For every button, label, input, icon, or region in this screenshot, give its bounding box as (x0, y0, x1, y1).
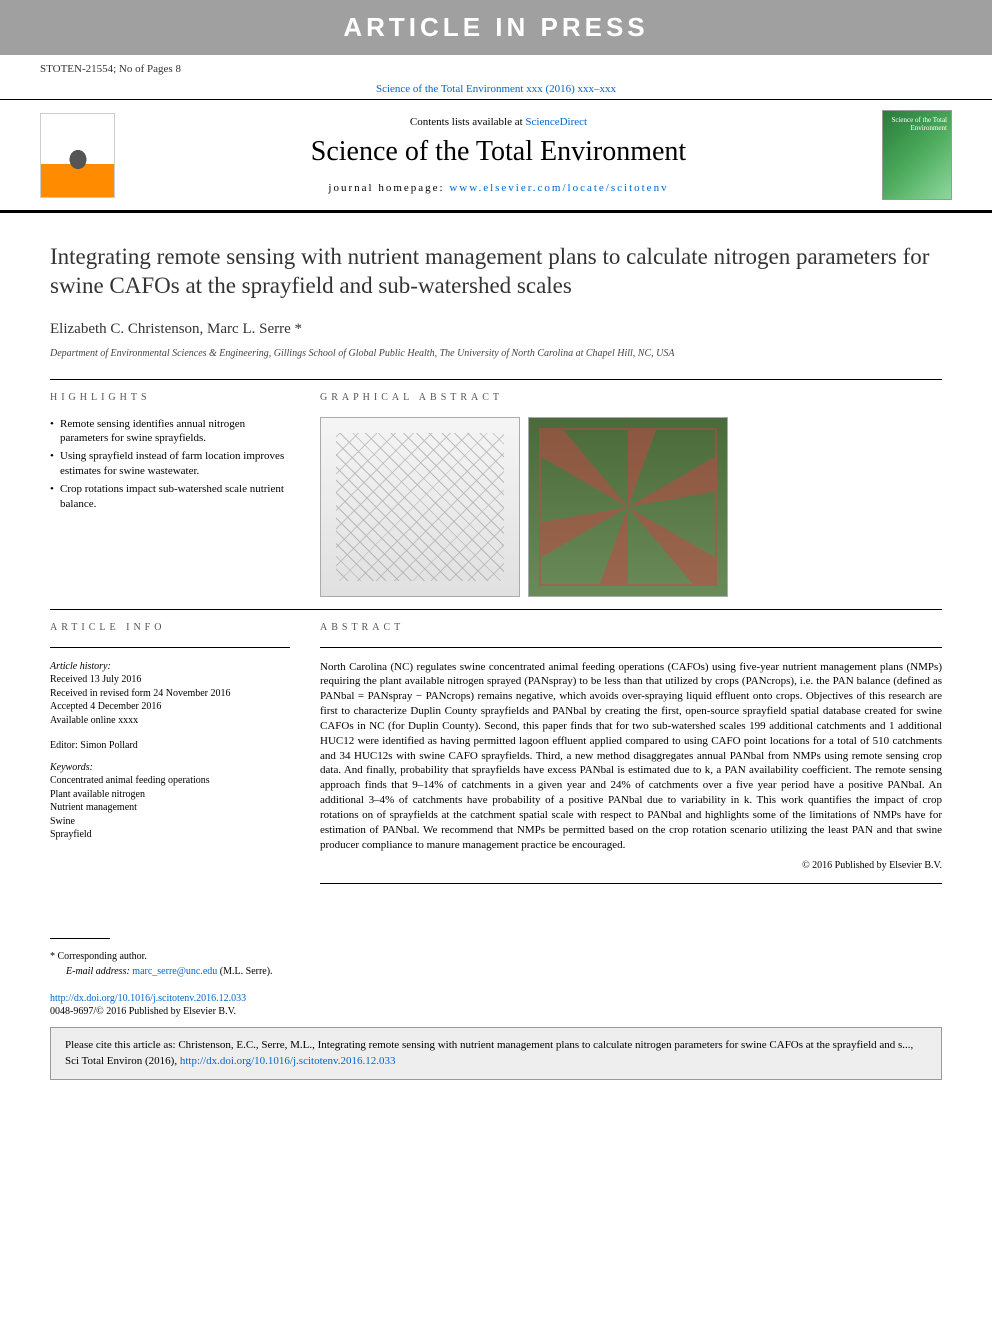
authors: Elizabeth C. Christenson, Marc L. Serre … (50, 321, 942, 338)
highlights-label: HIGHLIGHTS (50, 392, 290, 403)
citation-box: Please cite this article as: Christenson… (50, 1027, 942, 1080)
abstract-label: ABSTRACT (320, 622, 942, 633)
elsevier-tree-icon (58, 137, 98, 182)
email-line: E-mail address: marc_serre@unc.edu (M.L.… (66, 966, 942, 977)
history-label: Article history: (50, 660, 290, 674)
article-info-column: ARTICLE INFO Article history: Received 1… (50, 622, 290, 897)
footer-copyright: 0048-9697/© 2016 Published by Elsevier B… (50, 1006, 942, 1017)
article-history: Article history: Received 13 July 2016 R… (50, 660, 290, 728)
journal-cover-thumbnail: Science of the Total Environment (882, 110, 952, 200)
rule-mid (50, 609, 942, 610)
corresponding-author: * Corresponding author. (50, 951, 942, 962)
affiliation: Department of Environmental Sciences & E… (50, 348, 942, 359)
keyword: Sprayfield (50, 828, 290, 842)
received-date: Received 13 July 2016 (50, 673, 290, 687)
abstract-text: North Carolina (NC) regulates swine conc… (320, 660, 942, 853)
rule-abstract-bottom (320, 883, 942, 884)
email-suffix: (M.L. Serre). (217, 966, 272, 977)
info-abstract-row: ARTICLE INFO Article history: Received 1… (50, 622, 942, 897)
doi-link[interactable]: http://dx.doi.org/10.1016/j.scitotenv.20… (50, 993, 246, 1004)
keyword: Plant available nitrogen (50, 788, 290, 802)
graphical-abstract-images (320, 417, 942, 597)
cover-title-text: Science of the Total Environment (883, 117, 947, 132)
graphical-abstract-column: GRAPHICAL ABSTRACT (320, 392, 942, 597)
manuscript-ref: STOTEN-21554; No of Pages 8 (0, 55, 992, 79)
publisher-name: ELSEVIER (59, 186, 97, 195)
revised-date: Received in revised form 24 November 201… (50, 687, 290, 701)
article-content: Integrating remote sensing with nutrient… (0, 213, 992, 926)
corresp-rule (50, 938, 110, 939)
online-date: Available online xxxx (50, 714, 290, 728)
graphical-abstract-label: GRAPHICAL ABSTRACT (320, 392, 942, 403)
homepage-prefix: journal homepage: (328, 182, 449, 194)
masthead-center: Contents lists available at ScienceDirec… (115, 116, 882, 194)
abstract-column: ABSTRACT North Carolina (NC) regulates s… (320, 622, 942, 897)
footer: * Corresponding author. E-mail address: … (0, 938, 992, 1100)
highlight-item: Using sprayfield instead of farm locatio… (50, 449, 290, 479)
homepage-link[interactable]: www.elsevier.com/locate/scitotenv (449, 182, 668, 194)
article-in-press-banner: ARTICLE IN PRESS (0, 0, 992, 55)
highlight-item: Crop rotations impact sub-watershed scal… (50, 482, 290, 512)
cite-doi-link[interactable]: http://dx.doi.org/10.1016/j.scitotenv.20… (180, 1055, 396, 1067)
article-title: Integrating remote sensing with nutrient… (50, 243, 942, 301)
keyword: Swine (50, 815, 290, 829)
sciencedirect-link[interactable]: ScienceDirect (525, 116, 587, 128)
journal-title: Science of the Total Environment (115, 136, 882, 168)
rule-top (50, 379, 942, 380)
keywords-label: Keywords: (50, 761, 290, 775)
journal-issue-link[interactable]: Science of the Total Environment xxx (20… (376, 83, 616, 95)
journal-issue-line: Science of the Total Environment xxx (20… (0, 79, 992, 99)
contents-prefix: Contents lists available at (410, 116, 525, 128)
ga-map-outline-image (320, 417, 520, 597)
elsevier-logo: ELSEVIER (40, 113, 115, 198)
highlights-column: HIGHLIGHTS Remote sensing identifies ann… (50, 392, 290, 597)
article-info-label: ARTICLE INFO (50, 622, 290, 633)
rule-abstract (320, 647, 942, 648)
highlights-ga-row: HIGHLIGHTS Remote sensing identifies ann… (50, 392, 942, 597)
contents-line: Contents lists available at ScienceDirec… (115, 116, 882, 128)
rule-info (50, 647, 290, 648)
email-label: E-mail address: (66, 966, 132, 977)
accepted-date: Accepted 4 December 2016 (50, 700, 290, 714)
editor-line: Editor: Simon Pollard (50, 739, 290, 753)
keyword: Nutrient management (50, 801, 290, 815)
highlights-list: Remote sensing identifies annual nitroge… (50, 417, 290, 512)
highlight-item: Remote sensing identifies annual nitroge… (50, 417, 290, 447)
masthead: ELSEVIER Contents lists available at Sci… (0, 99, 992, 213)
ga-satellite-image (528, 417, 728, 597)
email-link[interactable]: marc_serre@unc.edu (132, 966, 217, 977)
homepage-line: journal homepage: www.elsevier.com/locat… (115, 182, 882, 194)
keyword: Concentrated animal feeding operations (50, 774, 290, 788)
abstract-copyright: © 2016 Published by Elsevier B.V. (320, 860, 942, 871)
